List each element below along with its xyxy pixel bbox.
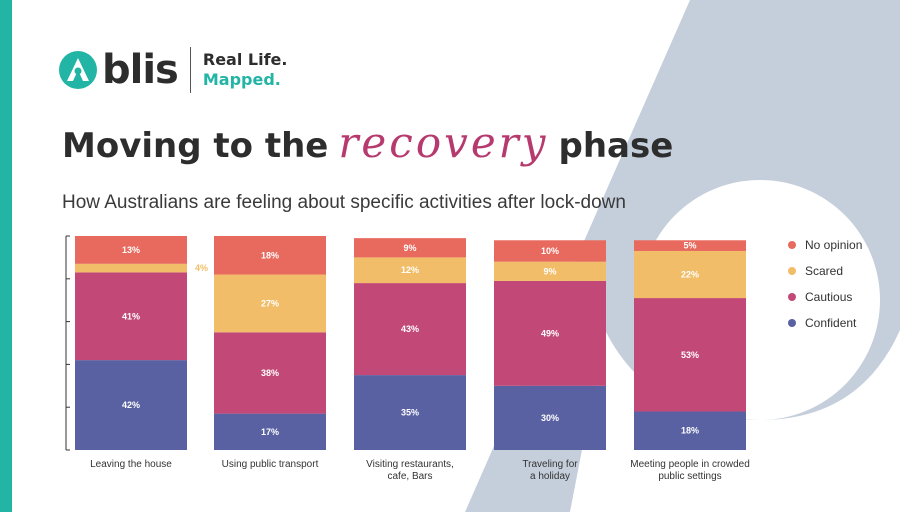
category-label: cafe, Bars (387, 471, 432, 482)
page-title: Moving to the recovery phase (62, 118, 673, 178)
legend-label: Cautious (805, 290, 853, 304)
data-label: 41% (122, 311, 140, 321)
bar-segment-no-opinion (75, 236, 187, 264)
category-label: a holiday (530, 471, 570, 482)
pin-icon (59, 51, 97, 89)
bar-segment-confident (214, 413, 326, 450)
title-before: Moving to the (62, 126, 329, 166)
bar-segment-scared (214, 274, 326, 333)
brand-logo: blis Real Life. Mapped. (58, 42, 287, 98)
data-label: 22% (681, 270, 699, 280)
title-script-word: recovery (338, 118, 549, 167)
bar-segment-confident (494, 385, 606, 450)
category-label: Using public transport (222, 459, 319, 470)
data-label: 42% (122, 400, 140, 410)
legend-swatch (788, 267, 796, 275)
bar-segment-scared (634, 250, 746, 299)
category-label: Traveling for (522, 459, 578, 470)
title-after: phase (558, 126, 674, 166)
brand-tagline: Real Life. Mapped. (203, 50, 288, 90)
category-label: Visiting restaurants, (366, 459, 454, 470)
data-label: 5% (683, 241, 696, 251)
legend-item-confident: Confident (788, 310, 862, 336)
data-label: 53% (681, 350, 699, 360)
bar-segment-confident (354, 375, 466, 450)
data-label: 35% (401, 408, 419, 418)
bar-segment-cautious (354, 283, 466, 376)
bar-segment-scared (354, 257, 466, 284)
page-subtitle: How Australians are feeling about specif… (62, 192, 626, 213)
legend-label: Confident (805, 316, 857, 330)
bar-segment-no-opinion (634, 240, 746, 251)
bar-segment-cautious (214, 332, 326, 414)
bar-segment-confident (75, 360, 187, 450)
data-label: 17% (261, 427, 279, 437)
data-label: 9% (403, 243, 416, 253)
legend-swatch (788, 293, 796, 301)
data-label: 38% (261, 368, 279, 378)
bar-segment-cautious (494, 280, 606, 386)
legend-item-no-opinion: No opinion (788, 232, 862, 258)
data-label: 27% (261, 298, 279, 308)
bar-segment-no-opinion (214, 236, 326, 275)
data-label: 49% (541, 328, 559, 338)
data-label: 9% (543, 266, 556, 276)
bar-segment-no-opinion (494, 240, 606, 262)
chart-legend: No opinion Scared Cautious Confident (788, 232, 862, 336)
legend-label: Scared (805, 264, 844, 278)
bar-segment-cautious (75, 272, 187, 361)
category-label: public settings (658, 471, 721, 482)
accent-side-bar (0, 0, 12, 512)
data-label: 12% (401, 265, 419, 275)
category-label: Meeting people in crowded (630, 459, 750, 470)
logo-divider (189, 47, 191, 93)
legend-item-cautious: Cautious (788, 284, 862, 310)
category-label: Leaving the house (90, 459, 172, 470)
data-label: 43% (401, 324, 419, 334)
data-label: 4% (195, 263, 208, 273)
legend-swatch (788, 241, 796, 249)
data-label: 10% (541, 246, 559, 256)
legend-item-scared: Scared (788, 258, 862, 284)
data-label: 13% (122, 245, 140, 255)
bar-segment-scared (494, 261, 606, 281)
bar-segment-confident (634, 411, 746, 450)
data-label: 18% (681, 426, 699, 436)
data-label: 30% (541, 413, 559, 423)
bar-segment-no-opinion (354, 238, 466, 258)
brand-name: blis (102, 47, 179, 93)
legend-swatch (788, 319, 796, 327)
bar-segment-cautious (634, 298, 746, 412)
tagline-line-1: Real Life. (202, 50, 288, 69)
legend-label: No opinion (805, 238, 863, 252)
data-label: 18% (261, 250, 279, 260)
tagline-line-2: Mapped. (202, 70, 281, 89)
bar-segment-scared (75, 263, 187, 273)
